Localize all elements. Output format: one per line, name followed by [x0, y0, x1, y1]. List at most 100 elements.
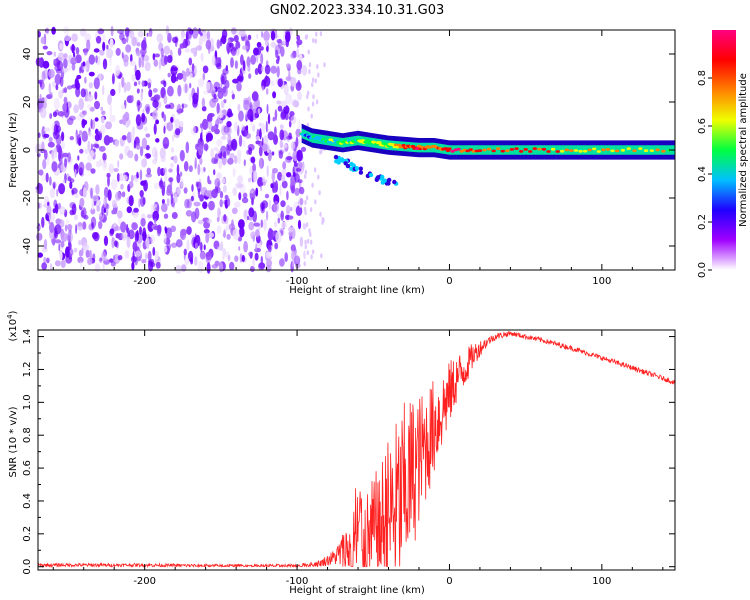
noise-blob: [49, 92, 53, 98]
noise-blob: [263, 75, 271, 87]
noise-blob: [273, 200, 280, 213]
noise-blob: [36, 232, 43, 241]
noise-blob: [115, 226, 121, 231]
noise-blob: [109, 258, 114, 263]
noise-blob: [270, 30, 276, 41]
noise-blob: [271, 171, 276, 182]
noise-blob: [277, 38, 283, 49]
noise-blob: [120, 221, 127, 233]
noise-blob: [170, 116, 174, 123]
colorbar-label: Normalized spectral amplitude: [738, 73, 749, 227]
signal-blob: [601, 148, 606, 152]
noise-blob: [298, 119, 301, 131]
noise-blob: [310, 113, 313, 119]
signal-blob: [410, 144, 416, 148]
noise-blob: [141, 259, 147, 264]
noise-blob: [141, 80, 145, 87]
noise-blob: [157, 166, 161, 177]
noise-blob: [296, 35, 301, 41]
noise-blob: [179, 149, 185, 162]
noise-blob: [188, 92, 192, 102]
noise-blob: [137, 30, 144, 38]
noise-blob: [205, 39, 212, 50]
noise-blob: [99, 257, 103, 262]
noise-blob: [159, 184, 164, 190]
noise-blob: [250, 265, 255, 273]
noise-blob: [132, 250, 135, 263]
noise-blob: [71, 62, 76, 71]
noise-blob: [258, 262, 265, 271]
noise-blob: [66, 224, 73, 231]
noise-blob: [222, 253, 225, 261]
noise-blob: [251, 91, 259, 102]
noise-blob: [149, 31, 152, 38]
noise-blob: [303, 206, 307, 212]
noise-blob: [270, 183, 274, 189]
noise-blob: [256, 33, 259, 40]
noise-blob: [94, 133, 100, 142]
noise-blob: [314, 199, 317, 205]
signal-blob: [555, 150, 560, 153]
noise-blob: [220, 100, 225, 109]
noise-blob: [279, 184, 282, 196]
noise-blob: [290, 52, 297, 59]
noise-blob: [291, 257, 295, 268]
noise-blob: [252, 163, 256, 173]
noise-blob: [179, 43, 185, 49]
noise-blob: [207, 218, 212, 224]
noise-blob: [238, 73, 244, 83]
noise-blob: [50, 234, 54, 240]
noise-blob: [282, 161, 287, 170]
noise-blob: [184, 198, 190, 209]
noise-blob: [256, 41, 262, 48]
signal-blob: [392, 179, 397, 185]
noise-blob: [242, 60, 246, 72]
noise-blob: [263, 135, 269, 147]
noise-blob: [188, 165, 193, 173]
noise-blob: [67, 234, 71, 242]
noise-blob: [181, 103, 184, 110]
noise-blob: [91, 222, 94, 229]
noise-blob: [186, 226, 192, 235]
noise-blob: [143, 179, 148, 192]
noise-blob: [116, 210, 123, 219]
signal-blob: [381, 178, 387, 183]
noise-blob: [61, 131, 65, 142]
noise-blob: [51, 150, 55, 159]
noise-blob: [80, 28, 87, 37]
noise-blob: [165, 104, 171, 109]
noise-blob: [126, 31, 129, 43]
noise-blob: [109, 114, 116, 123]
noise-blob: [62, 179, 65, 184]
noise-blob: [102, 262, 105, 270]
noise-blob: [128, 229, 135, 240]
noise-blob: [153, 225, 160, 231]
noise-blob: [183, 248, 187, 256]
noise-blob: [40, 36, 46, 45]
noise-blob: [78, 130, 83, 136]
noise-blob: [127, 119, 131, 126]
noise-blob: [274, 29, 278, 40]
noise-blob: [39, 81, 43, 88]
noise-blob: [77, 222, 83, 227]
noise-blob: [213, 169, 216, 176]
noise-blob: [199, 251, 207, 261]
noise-blob: [285, 31, 291, 43]
noise-blob: [131, 36, 137, 47]
noise-blob: [135, 114, 142, 126]
noise-blob: [106, 44, 109, 50]
noise-blob: [311, 182, 314, 188]
noise-blob: [144, 252, 148, 260]
noise-blob: [283, 83, 289, 96]
noise-blob: [62, 152, 69, 158]
noise-blob: [202, 201, 208, 209]
noise-blob: [119, 32, 125, 41]
figure-title: GN02.2023.334.10.31.G03: [270, 3, 445, 18]
noise-blob: [236, 82, 242, 92]
noise-blob: [306, 94, 309, 100]
noise-blob: [276, 65, 280, 78]
noise-blob: [305, 222, 309, 228]
noise-blob: [184, 48, 191, 53]
noise-blob: [188, 57, 193, 66]
noise-blob: [243, 240, 249, 253]
